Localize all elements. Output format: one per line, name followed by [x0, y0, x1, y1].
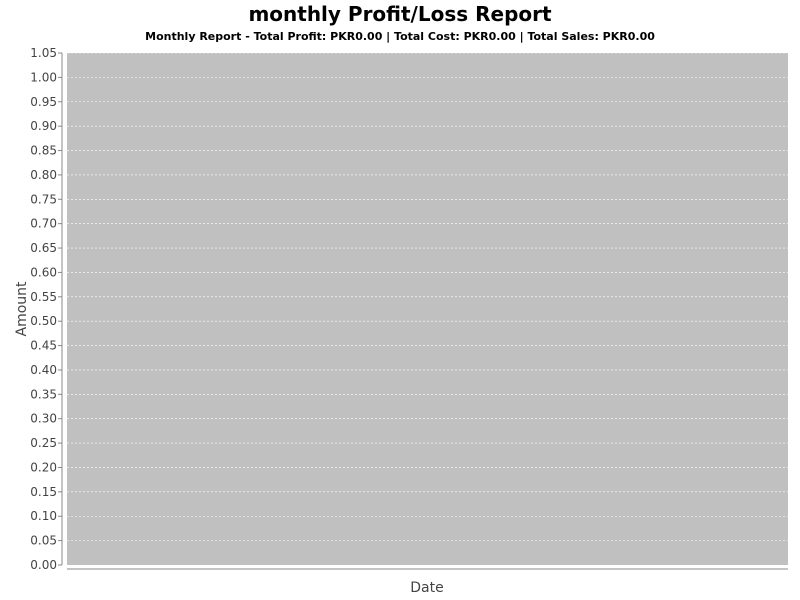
y-tick-label: 0.70: [30, 217, 57, 231]
y-axis-label: Amount: [14, 281, 30, 337]
y-tick-label: 0.90: [30, 119, 57, 133]
plot-area: [67, 53, 788, 565]
y-tick-label: 0.65: [30, 241, 57, 255]
x-axis-label: Date: [410, 580, 443, 596]
y-tick-label: 0.10: [30, 509, 57, 523]
y-axis-ticks: 0.00 0.05 0.10 0.15 0.20 0.25 0.30 0.35 0.40 0.45…: [30, 46, 62, 572]
y-tick-label: 1.05: [30, 46, 57, 60]
y-tick-label: 0.05: [30, 534, 57, 548]
y-tick-label: 0.55: [30, 290, 57, 304]
y-tick-label: 0.95: [30, 95, 57, 109]
gridlines: [67, 52, 788, 541]
y-tick-label: 0.15: [30, 485, 57, 499]
y-tick-label: 0.35: [30, 387, 57, 401]
y-tick-label: 0.85: [30, 144, 57, 158]
y-tick-label: 0.75: [30, 192, 57, 206]
y-tick-label: 0.20: [30, 460, 57, 474]
y-tick-label: 0.50: [30, 314, 57, 328]
y-tick-label: 0.80: [30, 168, 57, 182]
y-tick-label: 0.00: [30, 558, 57, 572]
y-tick-label: 0.40: [30, 363, 57, 377]
chart-title: monthly Profit/Loss Report: [248, 2, 552, 26]
y-tick-label: 1.00: [30, 70, 57, 84]
y-tick-label: 0.25: [30, 436, 57, 450]
chart-subtitle: Monthly Report - Total Profit: PKR0.00 |…: [145, 30, 655, 43]
y-tick-label: 0.60: [30, 265, 57, 279]
y-tick-label: 0.30: [30, 412, 57, 426]
y-tick-label: 0.45: [30, 339, 57, 353]
